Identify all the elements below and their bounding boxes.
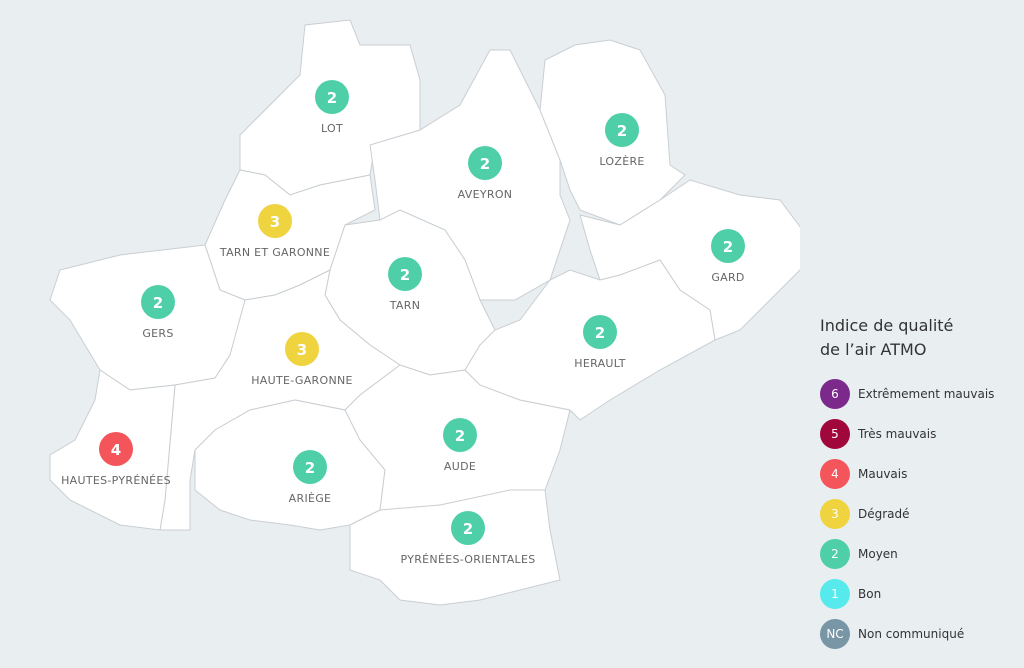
department-name: HAUTES-PYRÉNÉES: [61, 474, 171, 487]
department-name: HERAULT: [574, 357, 625, 370]
index-badge: [605, 113, 639, 147]
legend-dot: 1: [820, 579, 850, 609]
legend-label: Moyen: [858, 547, 898, 561]
index-badge: [468, 146, 502, 180]
index-badge: [711, 229, 745, 263]
legend-item: 2 Moyen: [820, 534, 1010, 574]
legend-label: Extrêmement mauvais: [858, 387, 995, 401]
legend-item: 5 Très mauvais: [820, 414, 1010, 454]
index-value: 3: [270, 213, 280, 231]
index-badge: [388, 257, 422, 291]
index-badge: [315, 80, 349, 114]
legend-dot: 4: [820, 459, 850, 489]
index-badge: [293, 450, 327, 484]
department-name: TARN ET GARONNE: [219, 246, 330, 259]
index-value: 2: [480, 155, 490, 173]
legend-items: 6 Extrêmement mauvais 5 Très mauvais 4 Mauvai…: [820, 374, 1010, 654]
index-value: 2: [455, 427, 465, 445]
legend-label: Non communiqué: [858, 627, 965, 641]
legend-dot: 5: [820, 419, 850, 449]
department-name: AVEYRON: [458, 188, 513, 201]
legend-item: 3 Dégradé: [820, 494, 1010, 534]
department-name: LOZÈRE: [599, 155, 644, 168]
legend-item: 1 Bon: [820, 574, 1010, 614]
index-value: 2: [153, 294, 163, 312]
department-name: GERS: [142, 327, 173, 340]
index-badge: [258, 204, 292, 238]
legend-label: Mauvais: [858, 467, 908, 481]
index-value: 2: [595, 324, 605, 342]
index-value: 4: [111, 441, 121, 459]
legend-title: Indice de qualité de l’air ATMO: [820, 316, 954, 359]
legend-dot: 2: [820, 539, 850, 569]
index-badge: [583, 315, 617, 349]
legend-dot: 6: [820, 379, 850, 409]
index-badge: [451, 511, 485, 545]
legend-label: Très mauvais: [858, 427, 937, 441]
index-badge: [443, 418, 477, 452]
department-name: LOT: [321, 122, 343, 135]
department-name: GARD: [711, 271, 744, 284]
index-value: 2: [723, 238, 733, 256]
index-badge: [285, 332, 319, 366]
index-badge: [141, 285, 175, 319]
legend-item: 4 Mauvais: [820, 454, 1010, 494]
department-name: AUDE: [444, 460, 476, 473]
department-name: HAUTE-GARONNE: [251, 374, 353, 387]
index-value: 2: [327, 89, 337, 107]
department-name: PYRÉNÉES-ORIENTALES: [401, 553, 536, 566]
index-value: 2: [305, 459, 315, 477]
index-value: 2: [617, 122, 627, 140]
index-value: 2: [400, 266, 410, 284]
index-value: 3: [297, 341, 307, 359]
legend-item: NC Non communiqué: [820, 614, 1010, 654]
index-badge: [99, 432, 133, 466]
department-name: ARIÈGE: [289, 492, 332, 505]
legend-label: Bon: [858, 587, 882, 601]
legend-dot: 3: [820, 499, 850, 529]
legend-dot: NC: [820, 619, 850, 649]
department-name: TARN: [389, 299, 420, 312]
index-value: 2: [463, 520, 473, 538]
legend: Indice de qualité de l’air ATMO 6 Extrême…: [820, 314, 1010, 654]
legend-item: 6 Extrêmement mauvais: [820, 374, 1010, 414]
map: 2 LOT 2 AVEYRON 2 LOZÈRE 3 TARN ET GARONNE 2 GARD…: [49, 19, 800, 606]
pyrenees-orientales-shape: [349, 489, 561, 606]
legend-label: Dégradé: [858, 507, 910, 521]
